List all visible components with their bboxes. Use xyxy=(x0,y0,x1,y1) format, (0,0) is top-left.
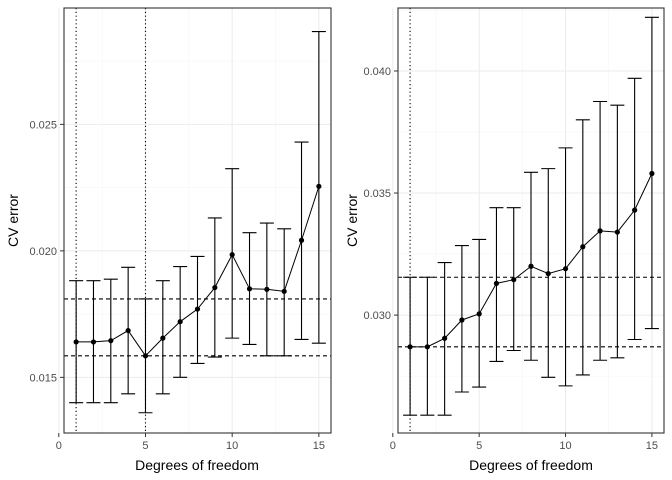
y-axis-title: CV error xyxy=(5,194,21,247)
data-point xyxy=(580,244,586,250)
data-point xyxy=(632,207,638,213)
data-point xyxy=(511,277,517,283)
data-point xyxy=(90,339,97,345)
y-tick-label: 0.015 xyxy=(29,372,57,384)
data-point xyxy=(442,335,448,341)
data-point xyxy=(649,170,655,177)
data-point xyxy=(246,286,253,292)
y-tick-label: 0.040 xyxy=(363,66,391,78)
data-point xyxy=(142,353,149,359)
data-point xyxy=(614,229,620,235)
data-point xyxy=(562,266,569,272)
x-tick-label: 0 xyxy=(390,440,396,452)
data-point xyxy=(316,183,322,189)
data-point xyxy=(459,317,465,323)
y-tick-label: 0.020 xyxy=(29,246,57,258)
data-point xyxy=(108,338,114,344)
y-axis-title: CV error xyxy=(344,194,360,247)
data-point xyxy=(298,237,305,243)
data-point xyxy=(476,311,482,317)
chart-panel-right: 0 5 10 15 0.030 0.035 0.040 Degrees of freedom C… xyxy=(344,7,665,473)
data-point xyxy=(264,286,270,292)
x-tick-label: 0 xyxy=(56,440,62,452)
data-point xyxy=(73,339,79,345)
data-point xyxy=(407,344,413,350)
panel-border xyxy=(397,7,665,434)
data-point xyxy=(160,335,166,341)
x-tick-label: 5 xyxy=(476,440,482,452)
panel-border xyxy=(63,7,332,434)
data-point xyxy=(229,252,235,258)
x-tick-label: 15 xyxy=(646,440,658,452)
data-point xyxy=(493,280,500,286)
y-tick-label: 0.030 xyxy=(363,310,391,322)
data-point xyxy=(194,306,201,312)
y-tick-label: 0.035 xyxy=(363,188,391,200)
data-point xyxy=(597,228,603,234)
x-axis-title: Degrees of freedom xyxy=(469,457,593,473)
x-tick-label: 5 xyxy=(142,440,148,452)
data-point xyxy=(424,344,430,350)
data-point xyxy=(281,288,287,294)
data-point xyxy=(177,319,183,325)
data-point xyxy=(528,263,534,269)
x-tick-label: 10 xyxy=(226,440,238,452)
x-tick-label: 15 xyxy=(313,440,325,452)
chart-panel-left: 0 5 10 15 0.015 0.020 0.025 Degrees of freedom C… xyxy=(5,7,332,473)
data-point xyxy=(545,270,551,277)
x-tick-label: 10 xyxy=(559,440,571,452)
y-tick-label: 0.025 xyxy=(29,119,57,131)
x-axis-title: Degrees of freedom xyxy=(135,457,259,473)
data-point xyxy=(212,284,218,291)
data-point xyxy=(125,327,131,334)
